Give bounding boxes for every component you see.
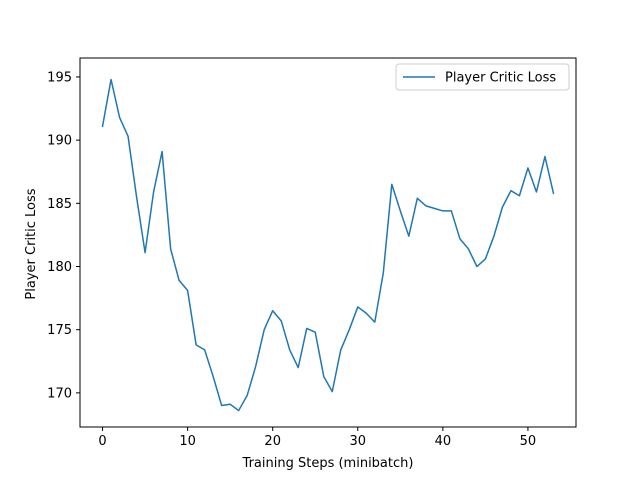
series-line-0: [101, 78, 555, 412]
y-axis-label: Player Critic Loss: [24, 188, 39, 299]
y-tick-label: 190: [47, 134, 72, 149]
x-tick-label: 30: [350, 434, 367, 449]
x-tick-label: 40: [435, 434, 452, 449]
x-tick-label: 20: [264, 434, 281, 449]
legend-frame: [395, 63, 570, 91]
x-tick-label: 10: [179, 434, 196, 449]
legend-label-player-critic-loss: Player Critic Loss: [445, 71, 556, 86]
y-tick-label: 180: [47, 260, 72, 275]
x-axis-label: Training Steps (minibatch): [242, 456, 414, 471]
x-tick-label: 0: [98, 434, 106, 449]
y-tick-label: 195: [47, 70, 72, 85]
legend: Player Critic Loss: [395, 63, 570, 91]
x-tick-label: 50: [520, 434, 537, 449]
axes-frame: [79, 57, 577, 428]
y-tick-label: 170: [47, 386, 72, 401]
y-tick-label: 185: [47, 197, 72, 212]
y-tick-label: 175: [47, 323, 72, 338]
axis-ticks: 0 10 20 30 40 50 170 175 180 185 190 195: [47, 70, 536, 449]
plot-area: [79, 57, 577, 428]
